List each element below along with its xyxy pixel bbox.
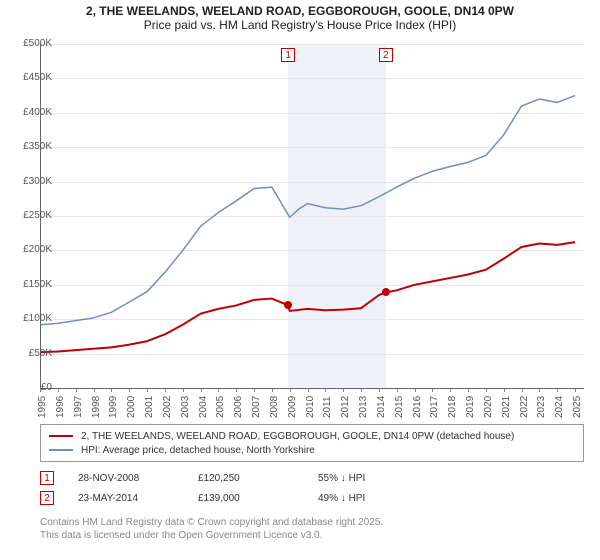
y-tick-label: £150K: [4, 279, 52, 290]
legend: 2, THE WEELANDS, WEELAND ROAD, EGGBOROUG…: [40, 424, 584, 462]
y-tick-label: £250K: [4, 210, 52, 221]
marker-dot-1: [284, 301, 292, 309]
sale-row: 2 23-MAY-2014£139,00049% ↓ HPI: [40, 488, 584, 508]
chart-plot-area: 12: [40, 44, 584, 388]
x-tick-label: 1996: [55, 396, 66, 418]
x-tick-label: 2018: [447, 396, 458, 418]
footer: Contains HM Land Registry data © Crown c…: [40, 516, 383, 542]
x-tick-label: 2000: [126, 396, 137, 418]
x-tick-label: 2016: [412, 396, 423, 418]
legend-label: HPI: Average price, detached house, Nort…: [81, 445, 315, 456]
series-line-hpi: [40, 96, 575, 325]
sale-price: £139,000: [198, 493, 318, 504]
y-tick-label: £500K: [4, 38, 52, 49]
x-tick-label: 2025: [572, 396, 583, 418]
y-tick-label: £300K: [4, 176, 52, 187]
chart-title: 2, THE WEELANDS, WEELAND ROAD, EGGBOROUG…: [8, 4, 592, 18]
chart-subtitle: Price paid vs. HM Land Registry's House …: [8, 18, 592, 32]
x-tick-label: 2007: [251, 396, 262, 418]
y-tick-label: £450K: [4, 72, 52, 83]
sale-date: 23-MAY-2014: [78, 493, 198, 504]
marker-label-2: 2: [379, 48, 393, 62]
sale-date: 28-NOV-2008: [78, 473, 198, 484]
footer-line-2: This data is licensed under the Open Gov…: [40, 529, 383, 542]
x-tick-label: 2010: [305, 396, 316, 418]
legend-swatch: [49, 449, 73, 451]
sale-delta: 55% ↓ HPI: [318, 473, 438, 484]
x-tick-label: 2023: [536, 396, 547, 418]
x-tick-label: 2002: [162, 396, 173, 418]
legend-label: 2, THE WEELANDS, WEELAND ROAD, EGGBOROUG…: [81, 431, 514, 442]
y-tick-label: £350K: [4, 141, 52, 152]
x-tick-label: 2020: [483, 396, 494, 418]
x-tick-label: 1997: [73, 396, 84, 418]
legend-item: HPI: Average price, detached house, Nort…: [49, 443, 575, 457]
sale-marker: 1: [40, 471, 54, 485]
sale-price: £120,250: [198, 473, 318, 484]
x-tick-label: 2015: [394, 396, 405, 418]
chart-svg: [40, 44, 584, 388]
x-tick-label: 2005: [215, 396, 226, 418]
chart-container: 2, THE WEELANDS, WEELAND ROAD, EGGBOROUG…: [0, 0, 600, 560]
series-line-property: [40, 242, 575, 352]
x-tick-label: 1998: [91, 396, 102, 418]
x-tick-label: 2024: [554, 396, 565, 418]
sale-row: 1 28-NOV-2008£120,25055% ↓ HPI: [40, 468, 584, 488]
legend-swatch: [49, 435, 73, 437]
sale-marker: 2: [40, 491, 54, 505]
x-tick-label: 2011: [322, 396, 333, 418]
x-tick-label: 2012: [340, 396, 351, 418]
x-tick-label: 1999: [108, 396, 119, 418]
x-tick-label: 2006: [233, 396, 244, 418]
y-tick-label: £400K: [4, 107, 52, 118]
footer-line-1: Contains HM Land Registry data © Crown c…: [40, 516, 383, 529]
x-tick-label: 2022: [519, 396, 530, 418]
y-tick-label: £50K: [4, 348, 52, 359]
x-tick-label: 2017: [429, 396, 440, 418]
x-tick-label: 2008: [269, 396, 280, 418]
title-block: 2, THE WEELANDS, WEELAND ROAD, EGGBOROUG…: [0, 0, 600, 34]
x-axis: [40, 388, 584, 389]
x-tick-label: 2013: [358, 396, 369, 418]
x-tick-label: 2014: [376, 396, 387, 418]
x-tick-label: 1995: [37, 396, 48, 418]
marker-label-1: 1: [281, 48, 295, 62]
sale-delta: 49% ↓ HPI: [318, 493, 438, 504]
marker-dot-2: [382, 288, 390, 296]
x-tick-label: 2001: [144, 396, 155, 418]
y-tick-label: £100K: [4, 313, 52, 324]
y-tick-label: £0: [4, 382, 52, 393]
x-tick-label: 2009: [287, 396, 298, 418]
y-tick-label: £200K: [4, 244, 52, 255]
x-tick-label: 2004: [198, 396, 209, 418]
x-tick-label: 2003: [180, 396, 191, 418]
x-tick-label: 2019: [465, 396, 476, 418]
sale-table: 1 28-NOV-2008£120,25055% ↓ HPI 2 23-MAY-201…: [40, 468, 584, 508]
x-tick-label: 2021: [501, 396, 512, 418]
legend-item: 2, THE WEELANDS, WEELAND ROAD, EGGBOROUG…: [49, 429, 575, 443]
